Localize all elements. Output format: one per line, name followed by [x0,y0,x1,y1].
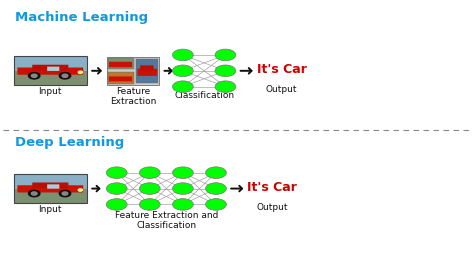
Circle shape [173,81,193,93]
FancyBboxPatch shape [47,66,59,71]
Text: Input: Input [38,88,62,97]
Bar [137,59,158,83]
Circle shape [106,183,127,194]
Bar [108,58,134,69]
Circle shape [59,190,71,197]
Text: Feature Extraction and
Classification: Feature Extraction and Classification [115,211,218,230]
Circle shape [206,183,227,194]
Bar [107,57,159,85]
Circle shape [139,199,160,210]
Bar [108,72,134,84]
FancyBboxPatch shape [47,184,59,189]
Circle shape [31,74,37,77]
Circle shape [78,189,82,191]
Circle shape [106,167,127,178]
FancyBboxPatch shape [32,65,68,70]
FancyBboxPatch shape [140,65,154,70]
Circle shape [62,192,68,195]
Circle shape [173,199,193,210]
Circle shape [215,65,236,77]
Text: Classification: Classification [174,92,234,101]
Circle shape [28,73,40,79]
Text: Output: Output [266,85,297,94]
Circle shape [139,183,160,194]
Bar [14,56,87,85]
FancyBboxPatch shape [18,68,83,75]
FancyBboxPatch shape [109,62,132,67]
Circle shape [59,73,71,79]
Text: It's Car: It's Car [247,181,297,194]
Circle shape [62,74,68,77]
FancyBboxPatch shape [18,185,83,193]
Text: Feature
Extraction: Feature Extraction [110,87,156,106]
Text: Input: Input [38,205,62,214]
Text: It's Car: It's Car [257,63,307,76]
Circle shape [139,167,160,178]
FancyBboxPatch shape [32,182,68,188]
Circle shape [215,49,236,61]
Bar [14,174,87,203]
Circle shape [31,192,37,195]
Circle shape [206,199,227,210]
Circle shape [173,65,193,77]
Circle shape [215,81,236,93]
Circle shape [173,183,193,194]
Circle shape [173,167,193,178]
Bar [14,56,87,71]
FancyBboxPatch shape [109,76,132,81]
Circle shape [173,49,193,61]
Circle shape [78,71,82,73]
Text: Deep Learning: Deep Learning [15,136,124,149]
Circle shape [28,190,40,197]
FancyBboxPatch shape [137,69,157,76]
Text: Output: Output [256,203,288,212]
Circle shape [206,167,227,178]
Bar [14,189,87,203]
Text: Machine Learning: Machine Learning [15,11,148,24]
Bar [14,174,87,189]
Bar [14,71,87,85]
Circle shape [106,199,127,210]
